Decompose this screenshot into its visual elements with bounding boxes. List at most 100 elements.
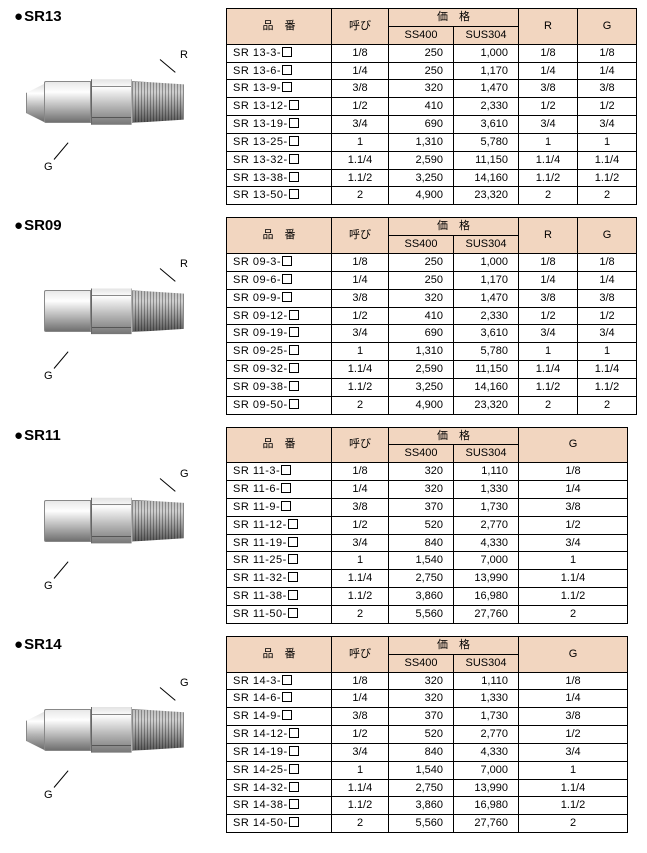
cell-sus304: 11,150	[454, 361, 519, 379]
col-price: 価 格	[389, 218, 519, 236]
cell-yobi: 3/4	[332, 743, 389, 761]
cell-g: 1/8	[578, 44, 637, 62]
cell-g: 3/4	[578, 116, 637, 134]
cell-sus304: 4,330	[454, 534, 519, 552]
cell-part: SR 11-3-	[227, 463, 332, 481]
cell-yobi: 1/8	[332, 44, 389, 62]
cell-ss400: 410	[389, 307, 454, 325]
cell-yobi: 1/2	[332, 98, 389, 116]
spec-table: 品 番呼び価 格RGSS400SUS304SR 13-3-1/82501,000…	[226, 8, 637, 205]
cell-ss400: 320	[389, 690, 454, 708]
table-row: SR 11-38-1.1/23,86016,9801.1/2	[227, 588, 628, 606]
cell-ss400: 250	[389, 44, 454, 62]
cell-sus304: 7,000	[454, 552, 519, 570]
cell-sus304: 14,160	[454, 169, 519, 187]
fitting-diagram: GG	[8, 450, 218, 600]
cell-r: 1/2	[519, 307, 578, 325]
cell-part: SR 13-19-	[227, 116, 332, 134]
cell-sus304: 16,980	[454, 797, 519, 815]
cell-g: 1.1/2	[578, 169, 637, 187]
cell-g: 1.1/2	[519, 588, 628, 606]
bullet-icon: ●	[14, 427, 23, 444]
col-g: G	[519, 636, 628, 672]
cell-part: SR 13-38-	[227, 169, 332, 187]
cell-g: 1.1/2	[578, 378, 637, 396]
cell-yobi: 1/4	[332, 690, 389, 708]
cell-g: 1/8	[519, 672, 628, 690]
table-row: SR 09-50-24,90023,32022	[227, 396, 637, 414]
cell-part: SR 09-25-	[227, 343, 332, 361]
cell-yobi: 1.1/4	[332, 779, 389, 797]
table-row: SR 09-19-3/46903,6103/43/4	[227, 325, 637, 343]
diagram-bottom-label: G	[44, 580, 53, 592]
cell-ss400: 320	[389, 672, 454, 690]
fitting-diagram: GG	[8, 659, 218, 809]
cell-r: 1.1/2	[519, 378, 578, 396]
cell-yobi: 3/4	[332, 116, 389, 134]
cell-sus304: 11,150	[454, 151, 519, 169]
cell-part: SR 09-3-	[227, 253, 332, 271]
col-g: G	[578, 218, 637, 254]
cell-part: SR 14-12-	[227, 726, 332, 744]
cell-sus304: 1,330	[454, 481, 519, 499]
bullet-icon: ●	[14, 636, 23, 653]
cell-sus304: 1,730	[454, 708, 519, 726]
cell-sus304: 5,780	[454, 133, 519, 151]
cell-sus304: 1,000	[454, 253, 519, 271]
col-yobi: 呼び	[332, 636, 389, 672]
diagram-top-label: G	[180, 677, 189, 689]
diagram-bottom-label: G	[44, 789, 53, 801]
cell-part: SR 09-50-	[227, 396, 332, 414]
cell-part: SR 13-32-	[227, 151, 332, 169]
cell-yobi: 2	[332, 396, 389, 414]
cell-g: 1/8	[519, 463, 628, 481]
cell-r: 3/8	[519, 80, 578, 98]
cell-yobi: 1.1/4	[332, 151, 389, 169]
cell-yobi: 1/4	[332, 62, 389, 80]
cell-ss400: 4,900	[389, 396, 454, 414]
cell-g: 1/4	[519, 690, 628, 708]
table-row: SR 13-19-3/46903,6103/43/4	[227, 116, 637, 134]
cell-yobi: 1/8	[332, 253, 389, 271]
section-title: ●SR13	[14, 8, 218, 25]
cell-part: SR 14-3-	[227, 672, 332, 690]
cell-ss400: 320	[389, 463, 454, 481]
cell-yobi: 1/2	[332, 726, 389, 744]
cell-r: 2	[519, 187, 578, 205]
cell-part: SR 11-6-	[227, 481, 332, 499]
fitting-diagram: RG	[8, 240, 218, 390]
cell-ss400: 1,310	[389, 343, 454, 361]
cell-ss400: 520	[389, 726, 454, 744]
cell-ss400: 4,900	[389, 187, 454, 205]
cell-r: 1	[519, 343, 578, 361]
table-row: SR 14-3-1/83201,1101/8	[227, 672, 628, 690]
cell-part: SR 11-32-	[227, 570, 332, 588]
table-row: SR 11-25-11,5407,0001	[227, 552, 628, 570]
section-title-text: SR13	[24, 8, 62, 25]
cell-g: 1	[519, 761, 628, 779]
cell-r: 3/4	[519, 325, 578, 343]
col-yobi: 呼び	[332, 427, 389, 463]
cell-ss400: 2,750	[389, 570, 454, 588]
cell-part: SR 13-12-	[227, 98, 332, 116]
table-row: SR 14-9-3/83701,7303/8	[227, 708, 628, 726]
section-title: ●SR14	[14, 636, 218, 653]
table-row: SR 09-6-1/42501,1701/41/4	[227, 271, 637, 289]
cell-r: 2	[519, 396, 578, 414]
cell-g: 1.1/4	[519, 570, 628, 588]
cell-sus304: 13,990	[454, 570, 519, 588]
cell-sus304: 1,000	[454, 44, 519, 62]
cell-sus304: 27,760	[454, 815, 519, 833]
cell-g: 3/4	[578, 325, 637, 343]
cell-part: SR 13-3-	[227, 44, 332, 62]
cell-yobi: 1.1/2	[332, 378, 389, 396]
cell-yobi: 1.1/2	[332, 588, 389, 606]
cell-part: SR 14-50-	[227, 815, 332, 833]
cell-r: 1.1/4	[519, 151, 578, 169]
table-row: SR 14-6-1/43201,3301/4	[227, 690, 628, 708]
cell-ss400: 690	[389, 116, 454, 134]
table-row: SR 14-50-25,56027,7602	[227, 815, 628, 833]
section-title-text: SR09	[24, 217, 62, 234]
product-section: ●SR09RG品 番呼び価 格RGSS400SUS304SR 09-3-1/82…	[8, 217, 639, 414]
table-row: SR 13-25-11,3105,78011	[227, 133, 637, 151]
